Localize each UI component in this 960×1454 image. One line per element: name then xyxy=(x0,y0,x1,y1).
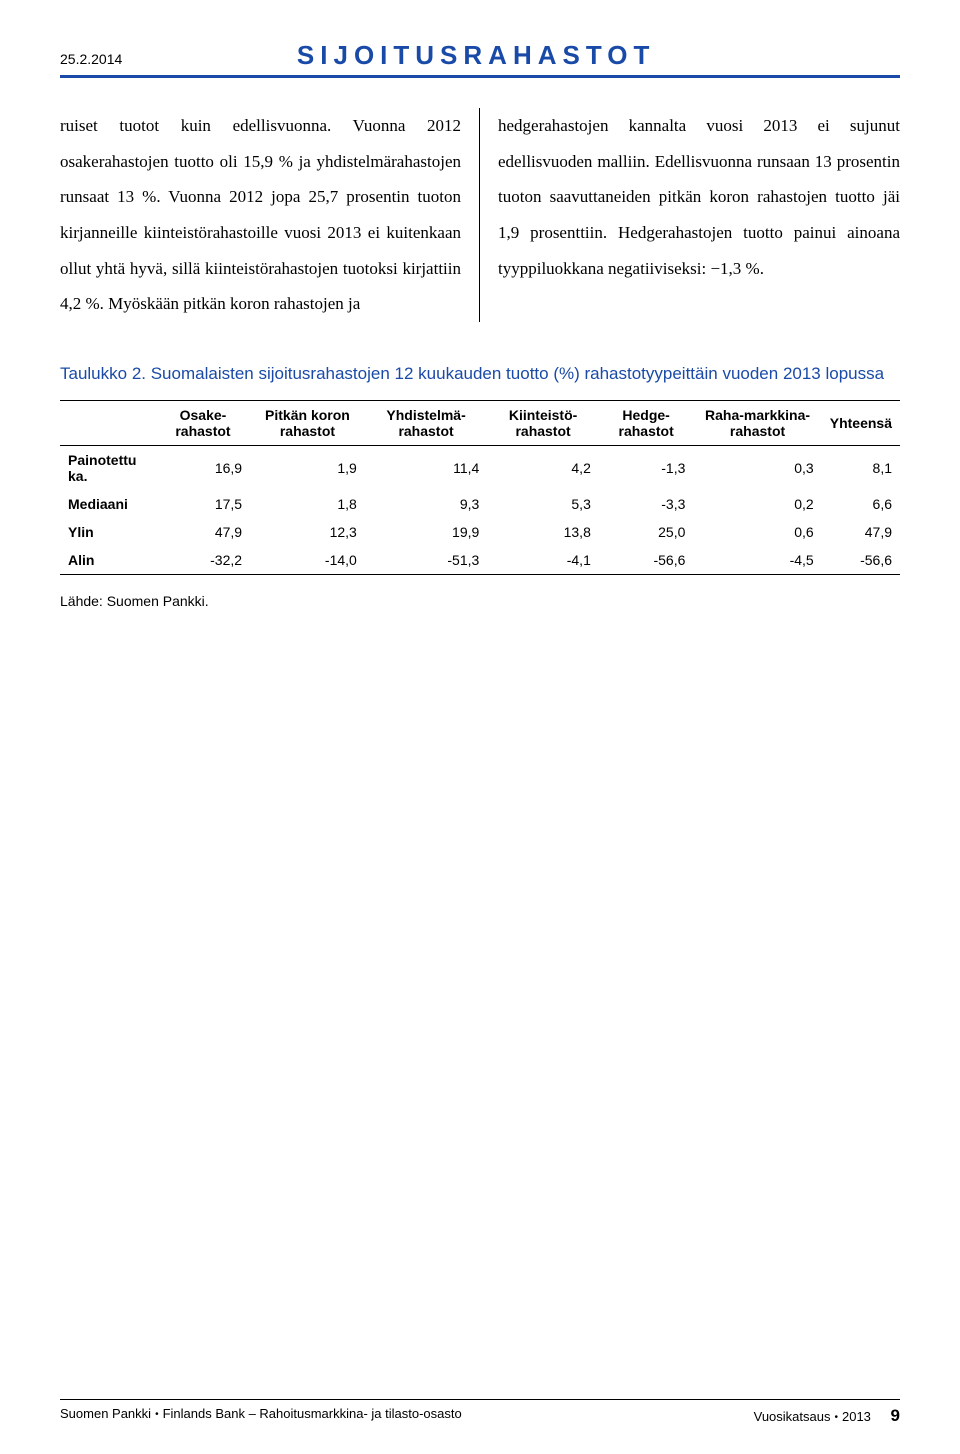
col-rahamarkkina: Raha-markkina-rahastot xyxy=(693,400,821,445)
cell: 19,9 xyxy=(365,518,487,546)
header-date: 25.2.2014 xyxy=(60,51,122,67)
cell: -1,3 xyxy=(599,445,694,490)
page-header: 25.2.2014 SIJOITUSRAHASTOT xyxy=(60,40,900,78)
cell: -4,1 xyxy=(487,546,599,575)
data-table: Osake-rahastot Pitkän koron rahastot Yhd… xyxy=(60,400,900,575)
cell: 13,8 xyxy=(487,518,599,546)
header-title: SIJOITUSRAHASTOT xyxy=(122,40,830,71)
table-row: Mediaani 17,5 1,8 9,3 5,3 -3,3 0,2 6,6 xyxy=(60,490,900,518)
table-head: Osake-rahastot Pitkän koron rahastot Yhd… xyxy=(60,400,900,445)
cell: 17,5 xyxy=(156,490,250,518)
table-body: Painotettu ka. 16,9 1,9 11,4 4,2 -1,3 0,… xyxy=(60,445,900,574)
cell: 11,4 xyxy=(365,445,487,490)
page-footer: Suomen Pankki • Finlands Bank – Rahoitusma… xyxy=(60,1399,900,1426)
bullet-icon: • xyxy=(155,1409,159,1420)
cell: 25,0 xyxy=(599,518,694,546)
page-number: 9 xyxy=(891,1406,900,1425)
cell: 8,1 xyxy=(822,445,900,490)
cell: -51,3 xyxy=(365,546,487,575)
footer-org-a: Suomen Pankki xyxy=(60,1406,151,1421)
col-hedge: Hedge-rahastot xyxy=(599,400,694,445)
table-row: Painotettu ka. 16,9 1,9 11,4 4,2 -1,3 0,… xyxy=(60,445,900,490)
cell: 4,2 xyxy=(487,445,599,490)
footer-right: Vuosikatsaus• 2013 9 xyxy=(754,1406,900,1426)
col-blank xyxy=(60,400,156,445)
cell: -14,0 xyxy=(250,546,365,575)
cell: 47,9 xyxy=(822,518,900,546)
bullet-icon: • xyxy=(834,1412,838,1423)
row-label: Ylin xyxy=(60,518,156,546)
table-source: Lähde: Suomen Pankki. xyxy=(60,593,900,609)
col-yhteensa: Yhteensä xyxy=(822,400,900,445)
table-wrap: Osake-rahastot Pitkän koron rahastot Yhd… xyxy=(60,400,900,575)
cell: 12,3 xyxy=(250,518,365,546)
cell: 0,3 xyxy=(693,445,821,490)
row-label: Alin xyxy=(60,546,156,575)
cell: 16,9 xyxy=(156,445,250,490)
body-left-column: ruiset tuotot kuin edellisvuonna. Vuonna… xyxy=(60,108,480,322)
cell: -56,6 xyxy=(599,546,694,575)
col-osake: Osake-rahastot xyxy=(156,400,250,445)
cell: 1,9 xyxy=(250,445,365,490)
cell: 6,6 xyxy=(822,490,900,518)
col-yhdistelma: Yhdistelmä-rahastot xyxy=(365,400,487,445)
footer-pub-a: Vuosikatsaus xyxy=(754,1409,831,1424)
footer-org-b: Finlands Bank – Rahoitusmarkkina- ja til… xyxy=(163,1406,462,1421)
col-pitkan-koron: Pitkän koron rahastot xyxy=(250,400,365,445)
col-kiinteisto: Kiinteistö-rahastot xyxy=(487,400,599,445)
cell: -3,3 xyxy=(599,490,694,518)
cell: 47,9 xyxy=(156,518,250,546)
footer-pub-b: 2013 xyxy=(842,1409,871,1424)
table-row: Ylin 47,9 12,3 19,9 13,8 25,0 0,6 47,9 xyxy=(60,518,900,546)
cell: -32,2 xyxy=(156,546,250,575)
row-label: Painotettu ka. xyxy=(60,445,156,490)
body-right-column: hedgerahastojen kannalta vuosi 2013 ei s… xyxy=(480,108,900,322)
row-label: Mediaani xyxy=(60,490,156,518)
table-row: Alin -32,2 -14,0 -51,3 -4,1 -56,6 -4,5 -… xyxy=(60,546,900,575)
cell: 1,8 xyxy=(250,490,365,518)
cell: 0,6 xyxy=(693,518,821,546)
cell: 5,3 xyxy=(487,490,599,518)
table-header-row: Osake-rahastot Pitkän koron rahastot Yhd… xyxy=(60,400,900,445)
cell: -4,5 xyxy=(693,546,821,575)
cell: -56,6 xyxy=(822,546,900,575)
footer-left: Suomen Pankki • Finlands Bank – Rahoitusma… xyxy=(60,1406,462,1426)
cell: 9,3 xyxy=(365,490,487,518)
page: 25.2.2014 SIJOITUSRAHASTOT ruiset tuotot… xyxy=(0,0,960,1454)
body-columns: ruiset tuotot kuin edellisvuonna. Vuonna… xyxy=(60,108,900,322)
cell: 0,2 xyxy=(693,490,821,518)
table-caption: Taulukko 2. Suomalaisten sijoitusrahasto… xyxy=(60,362,900,386)
